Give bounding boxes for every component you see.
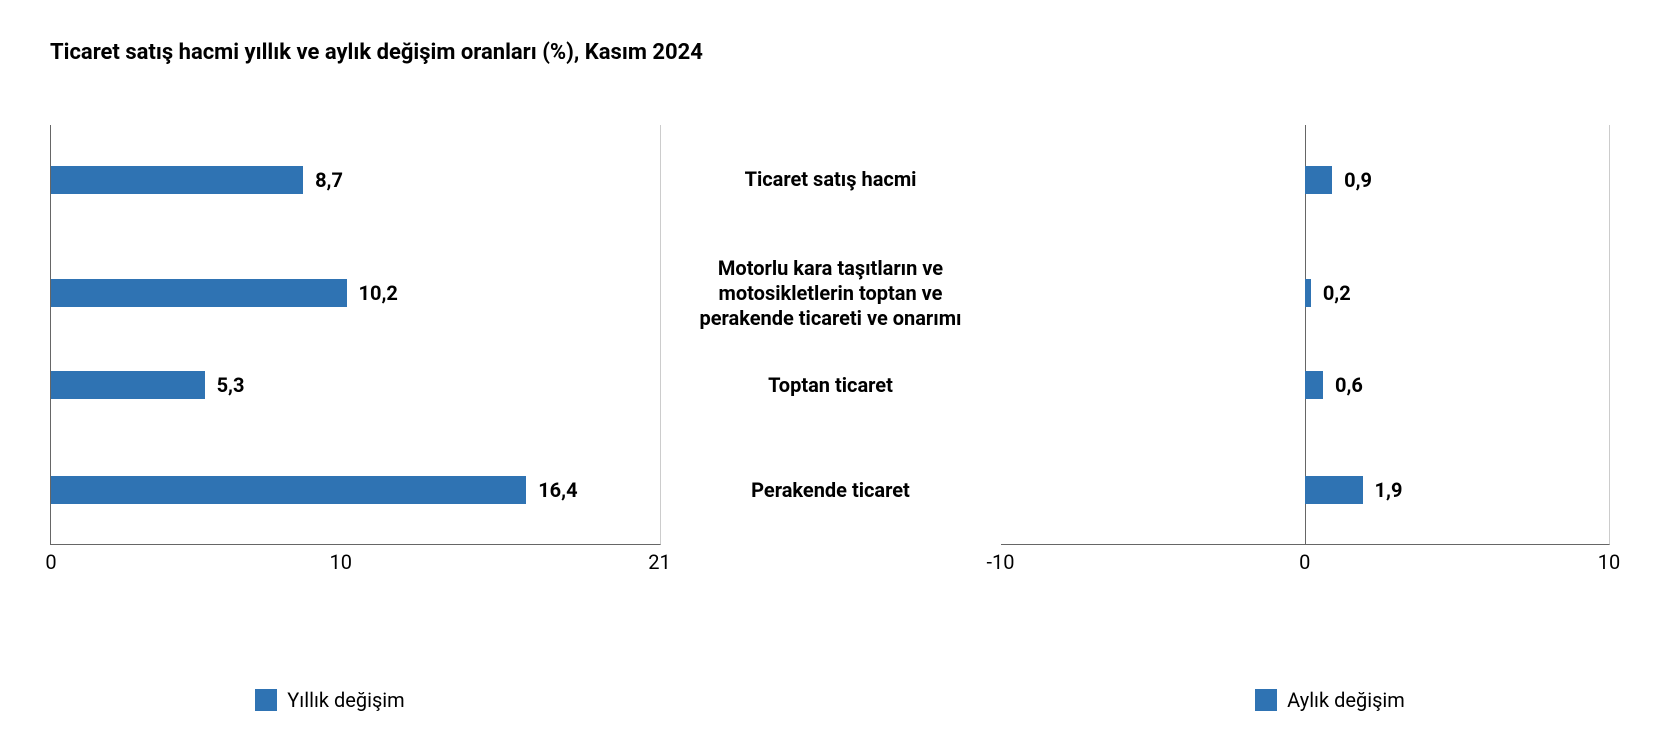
x-tick-label: 21 (648, 550, 670, 574)
bar-value-right: 0,6 (1335, 373, 1363, 397)
category-label: Motorlu kara taşıtların ve motosikletler… (661, 256, 1001, 331)
legend-spacer (660, 688, 1000, 712)
chart-title: Ticaret satış hacmi yıllık ve aylık deği… (50, 40, 1610, 65)
bar-right (1305, 371, 1323, 399)
left-panel: 01021 8,710,25,316,4 (50, 125, 661, 545)
legend-swatch-left (255, 689, 277, 711)
legend-right: Aylık değişim (1000, 688, 1660, 712)
chart-container: Ticaret satış hacmi yıllık ve aylık deği… (0, 0, 1660, 732)
bar-value-left: 10,2 (359, 281, 398, 305)
bar-right (1305, 166, 1332, 194)
bar-value-left: 8,7 (315, 168, 343, 192)
legend-row: Yıllık değişim Aylık değişim (0, 688, 1660, 712)
center-labels-panel: Ticaret satış hacmi Motorlu kara taşıtlar… (661, 125, 1001, 545)
x-tick-label: 10 (330, 550, 352, 574)
legend-left: Yıllık değişim (0, 688, 660, 712)
category-label: Toptan ticaret (661, 373, 1001, 398)
bar-value-right: 0,2 (1323, 281, 1351, 305)
chart-area: 01021 8,710,25,316,4 Ticaret satış hacmi… (50, 125, 1610, 575)
category-label: Ticaret satış hacmi (661, 167, 1001, 192)
right-panel: -10010 0,90,20,61,9 (1001, 125, 1611, 545)
category-label: Perakende ticaret (661, 478, 1001, 503)
right-x-ticks: -10010 (1001, 550, 1610, 574)
bar-value-left: 16,4 (538, 478, 577, 502)
x-tick-label: -10 (986, 550, 1014, 574)
bar-left (51, 371, 205, 399)
bar-right (1305, 476, 1363, 504)
bar-value-right: 1,9 (1375, 478, 1403, 502)
legend-label-left: Yıllık değişim (287, 688, 404, 712)
x-tick-label: 0 (45, 550, 56, 574)
legend-label-right: Aylık değişim (1287, 688, 1405, 712)
x-tick-label: 0 (1299, 550, 1310, 574)
legend-swatch-right (1255, 689, 1277, 711)
left-x-ticks: 01021 (51, 550, 660, 574)
bar-left (51, 279, 347, 307)
bar-value-right: 0,9 (1344, 168, 1372, 192)
bar-right (1305, 279, 1311, 307)
bar-value-left: 5,3 (217, 373, 245, 397)
bar-left (51, 476, 526, 504)
bar-left (51, 166, 303, 194)
x-tick-label: 10 (1598, 550, 1620, 574)
